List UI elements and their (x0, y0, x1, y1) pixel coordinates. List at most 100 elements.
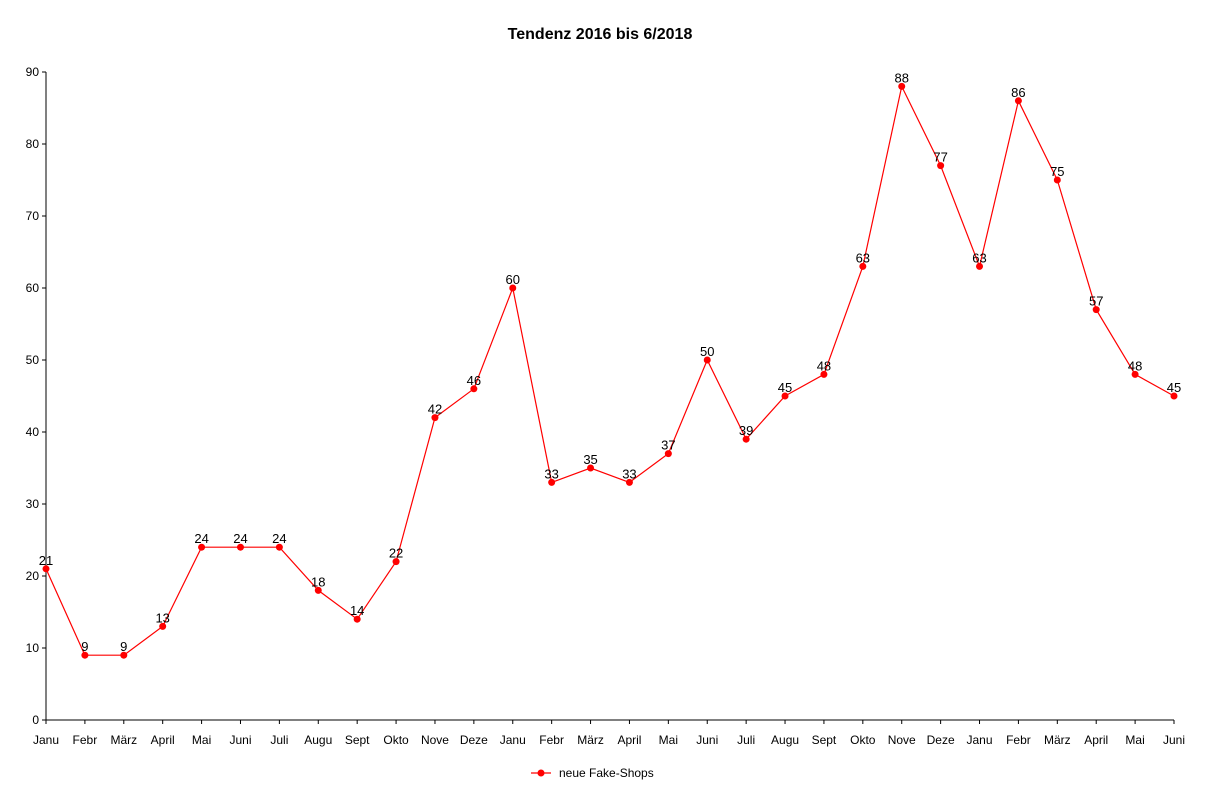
data-point (275, 543, 283, 551)
data-point (42, 565, 50, 573)
y-tick-label: 80 (26, 137, 40, 151)
data-label: 24 (272, 531, 286, 546)
data-point (1014, 97, 1022, 105)
data-point (859, 262, 867, 270)
data-point (703, 356, 711, 364)
data-label: 9 (81, 639, 88, 654)
x-tick-label: Sept (345, 733, 370, 747)
data-point (159, 622, 167, 630)
data-label: 14 (350, 603, 364, 618)
x-tick-label: April (151, 733, 175, 747)
data-point (1170, 392, 1178, 400)
data-label: 46 (467, 373, 481, 388)
data-label: 48 (1128, 358, 1142, 373)
x-tick-label: Okto (850, 733, 876, 747)
x-tick-label: Mai (659, 733, 678, 747)
x-tick-label: Juni (229, 733, 251, 747)
x-tick-label: Janu (33, 733, 59, 747)
data-label: 22 (389, 546, 403, 561)
data-label: 77 (933, 150, 947, 165)
data-point (236, 543, 244, 551)
data-point (198, 543, 206, 551)
data-label: 50 (700, 344, 714, 359)
x-tick-label: Augu (771, 733, 799, 747)
data-point (587, 464, 595, 472)
x-tick-label: Juni (1163, 733, 1185, 747)
data-label: 9 (120, 639, 127, 654)
x-tick-label: Febr (1006, 733, 1031, 747)
x-axis-ticks: Janu Febr März April Mai Juni Juli Augu Sept Okto… (33, 720, 1185, 747)
legend-marker-icon (537, 769, 545, 777)
y-tick-label: 0 (32, 713, 39, 727)
data-label: 86 (1011, 85, 1025, 100)
data-point (664, 450, 672, 458)
legend: neue Fake-Shops (531, 766, 654, 780)
y-tick-label: 30 (26, 497, 40, 511)
data-label: 13 (155, 610, 169, 625)
data-point (392, 558, 400, 566)
data-point (81, 651, 89, 659)
x-tick-label: Janu (967, 733, 993, 747)
y-tick-label: 40 (26, 425, 40, 439)
data-point (548, 478, 556, 486)
series-line-neue-fake-shops (45, 84, 1175, 656)
data-label: 75 (1050, 164, 1064, 179)
x-tick-label: Juli (270, 733, 288, 747)
data-label: 48 (817, 358, 831, 373)
y-tick-label: 10 (26, 641, 40, 655)
data-label: 24 (194, 531, 208, 546)
data-label: 42 (428, 402, 442, 417)
x-tick-label: Febr (73, 733, 98, 747)
x-tick-label: März (110, 733, 137, 747)
legend-label: neue Fake-Shops (559, 766, 654, 780)
data-point (353, 615, 361, 623)
x-tick-label: Mai (1125, 733, 1144, 747)
y-tick-label: 70 (26, 209, 40, 223)
y-tick-label: 50 (26, 353, 40, 367)
data-point (314, 586, 322, 594)
data-point (820, 370, 828, 378)
data-label: 39 (739, 423, 753, 438)
x-tick-label: Nove (421, 733, 449, 747)
data-label: 37 (661, 438, 675, 453)
data-points (42, 82, 1178, 659)
data-label: 35 (583, 452, 597, 467)
x-tick-label: Febr (539, 733, 564, 747)
data-label: 60 (506, 272, 520, 287)
x-tick-label: Augu (304, 733, 332, 747)
data-label: 24 (233, 531, 247, 546)
data-label: 45 (1167, 380, 1181, 395)
data-label: 21 (39, 553, 53, 568)
data-point (1092, 306, 1100, 314)
x-tick-label: März (577, 733, 604, 747)
data-point (742, 435, 750, 443)
data-labels: 21 9 9 13 24 24 24 18 14 22 42 46 60 33 35 33 37 50 39 45 48… (39, 70, 1181, 654)
x-tick-label: April (617, 733, 641, 747)
x-tick-label: Juni (696, 733, 718, 747)
y-tick-label: 90 (26, 65, 40, 79)
x-tick-label: Deze (460, 733, 488, 747)
y-axis-ticks: 0 10 20 30 40 50 60 70 80 90 (26, 65, 46, 727)
x-tick-label: Mai (192, 733, 211, 747)
x-tick-label: März (1044, 733, 1071, 747)
data-point (1053, 176, 1061, 184)
x-tick-label: April (1084, 733, 1108, 747)
data-label: 33 (622, 466, 636, 481)
data-point (470, 385, 478, 393)
x-tick-label: Nove (888, 733, 916, 747)
chart-title: Tendenz 2016 bis 6/2018 (508, 26, 693, 43)
data-label: 57 (1089, 294, 1103, 309)
data-label: 33 (544, 466, 558, 481)
data-point (120, 651, 128, 659)
x-tick-label: Okto (383, 733, 409, 747)
data-point (781, 392, 789, 400)
data-label: 18 (311, 574, 325, 589)
data-label: 45 (778, 380, 792, 395)
data-point (431, 414, 439, 422)
data-point (937, 162, 945, 170)
data-point (898, 82, 906, 90)
data-label: 63 (972, 250, 986, 265)
y-tick-label: 60 (26, 281, 40, 295)
